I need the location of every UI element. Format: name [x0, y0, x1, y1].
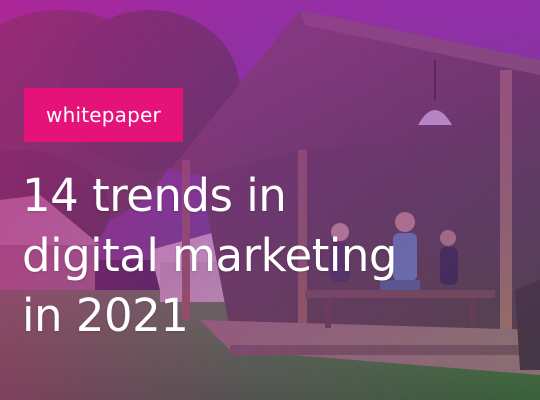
- headline-line-1: 14 trends in: [22, 169, 287, 222]
- whitepaper-badge: whitepaper: [24, 88, 183, 142]
- headline-line-2: digital marketing: [22, 229, 397, 282]
- headline: 14 trends in digital marketing in 2021: [22, 166, 532, 346]
- headline-line-3: in 2021: [22, 289, 189, 342]
